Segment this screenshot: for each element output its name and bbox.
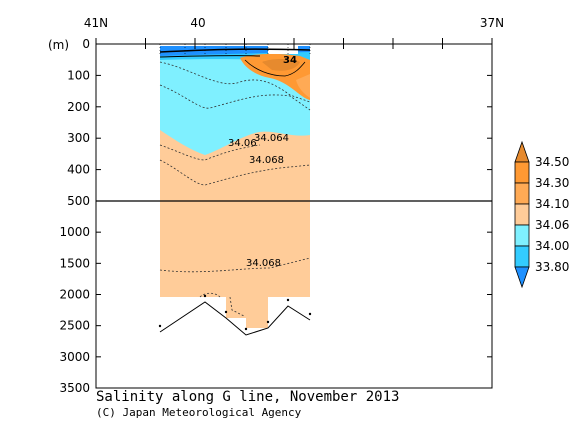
salinity-contours	[159, 44, 311, 317]
contour-surface-2	[159, 55, 261, 58]
contour-surface-1	[159, 48, 311, 53]
station-bottom-dot-4	[266, 320, 270, 324]
x-tick-label-37n: 37N	[480, 16, 504, 30]
colorbar: 33.80 34.00 34.06 34.10 34.30 34.50	[514, 140, 569, 289]
colorbar-segment-4	[514, 245, 530, 268]
colorbar-segment-0	[514, 161, 530, 184]
station-bottom-dot-1	[203, 294, 207, 298]
seafloor-line	[159, 301, 311, 336]
station-bottom-dot-0	[158, 324, 162, 328]
contour-34-064	[159, 144, 261, 161]
y-tick-label-2000: 2000	[59, 288, 90, 302]
contour-label-3: 34.068	[249, 155, 284, 166]
y-tick-label-3500: 3500	[59, 381, 90, 395]
y-axis-ticks: 0 100 200 300 400 500 1000 1500 2000 2500 3000 3500	[59, 37, 492, 395]
y-tick-label-500: 500	[67, 194, 90, 208]
colorbar-top-arrow	[514, 140, 530, 163]
contour-labels: 34.06 34.064 34.068 34.068 34	[228, 55, 297, 269]
y-tick-label-1500: 1500	[59, 256, 90, 270]
colorbar-segment-3	[514, 224, 530, 247]
y-tick-label-300: 300	[67, 131, 90, 145]
fill-band-34-06	[160, 130, 310, 328]
x-tick-label-40: 40	[190, 16, 205, 30]
colorbar-label-4: 34.30	[535, 176, 569, 190]
y-tick-label-200: 200	[67, 100, 90, 114]
colorbar-segment-2	[514, 203, 530, 226]
colorbar-label-1: 34.00	[535, 239, 569, 253]
colorbar-label-0: 33.80	[535, 260, 569, 274]
contour-lens	[244, 59, 306, 77]
contour-upper-2	[159, 84, 311, 111]
station-bottom-dot-2	[224, 310, 228, 314]
contour-deep-bottom	[199, 292, 245, 317]
y-tick-label-2500: 2500	[59, 319, 90, 333]
x-axis-ticks	[95, 38, 493, 49]
y-tick-label-1000: 1000	[59, 225, 90, 239]
colorbar-label-2: 34.06	[535, 218, 569, 232]
contour-label-1: 34.06	[228, 138, 257, 149]
salinity-fill-region	[160, 46, 310, 328]
colorbar-bottom-arrow	[514, 266, 530, 289]
colorbar-label-5: 34.50	[535, 155, 569, 169]
fill-band-gt-34-50	[262, 59, 300, 71]
fill-band-34-10	[296, 74, 310, 98]
y-tick-label-100: 100	[67, 68, 90, 82]
station-bottom-dot-6	[308, 312, 312, 316]
colorbar-segment-1	[514, 182, 530, 205]
fill-band-34-00	[160, 58, 310, 155]
station-bottom-dot-3	[244, 327, 248, 331]
contour-label-2: 34.064	[254, 133, 289, 144]
y-tick-label-3000: 3000	[59, 350, 90, 364]
contour-34-068	[159, 159, 311, 186]
contour-label-4: 34.068	[246, 258, 281, 269]
colorbar-label-3: 34.10	[535, 197, 569, 211]
y-tick-label-0: 0	[82, 37, 90, 51]
chart-title: Salinity along G line, November 2013	[96, 389, 400, 405]
contour-upper-1	[159, 61, 311, 103]
y-axis-unit: (m)	[48, 38, 69, 52]
contour-label-5: 34	[283, 55, 297, 66]
credit-text: (C) Japan Meteorological Agency	[96, 406, 302, 419]
seafloor-profile	[158, 294, 312, 336]
y-tick-label-400: 400	[67, 163, 90, 177]
station-bottom-dot-5	[286, 298, 290, 302]
x-tick-label-41n: 41N	[84, 16, 108, 30]
